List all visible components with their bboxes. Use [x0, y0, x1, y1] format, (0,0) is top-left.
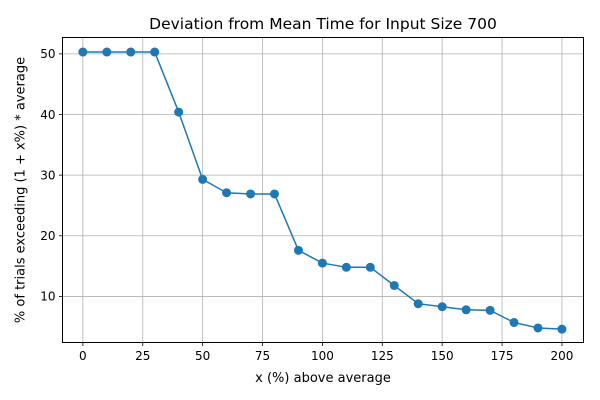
data-point — [102, 47, 112, 57]
data-point — [174, 107, 184, 117]
x-tick-label: 25 — [135, 349, 150, 363]
data-point — [509, 317, 519, 327]
data-point — [246, 189, 256, 199]
y-tick-label: 20 — [40, 229, 55, 243]
x-tick-label: 200 — [550, 349, 573, 363]
data-point — [293, 245, 303, 255]
data-point — [437, 302, 447, 312]
data-point — [413, 299, 423, 309]
y-axis: 10 20 30 40 50 — [40, 47, 63, 304]
chart-title: Deviation from Mean Time for Input Size … — [149, 15, 497, 33]
data-point — [341, 262, 351, 272]
x-tick-label: 50 — [195, 349, 210, 363]
data-point — [485, 305, 495, 315]
y-tick-label: 30 — [40, 168, 55, 182]
data-point — [461, 305, 471, 315]
x-tick-label: 100 — [311, 349, 334, 363]
series-layer — [78, 47, 567, 334]
data-point — [557, 324, 567, 334]
data-point — [222, 188, 232, 198]
data-point — [269, 189, 279, 199]
x-tick-label: 175 — [491, 349, 514, 363]
data-point — [365, 262, 375, 272]
x-tick-label: 125 — [371, 349, 394, 363]
data-point — [150, 47, 160, 57]
y-tick-label: 10 — [40, 290, 55, 304]
x-tick-label: 75 — [255, 349, 270, 363]
y-tick-label: 50 — [40, 47, 55, 61]
data-point — [78, 47, 88, 57]
plot-frame — [62, 37, 584, 343]
data-point — [533, 323, 543, 333]
data-point — [126, 47, 136, 57]
y-tick-label: 40 — [40, 108, 55, 122]
x-axis: 0 25 50 75 100 125 150 175 200 — [79, 342, 573, 363]
data-point — [317, 258, 327, 268]
x-tick-label: 150 — [431, 349, 454, 363]
x-tick-label: 0 — [79, 349, 87, 363]
data-point — [389, 281, 399, 291]
data-point — [198, 174, 208, 184]
x-axis-label: x (%) above average — [255, 371, 391, 386]
grid — [62, 37, 584, 343]
y-axis-label: % of trials exceeding (1 + x%) * average — [14, 57, 29, 323]
